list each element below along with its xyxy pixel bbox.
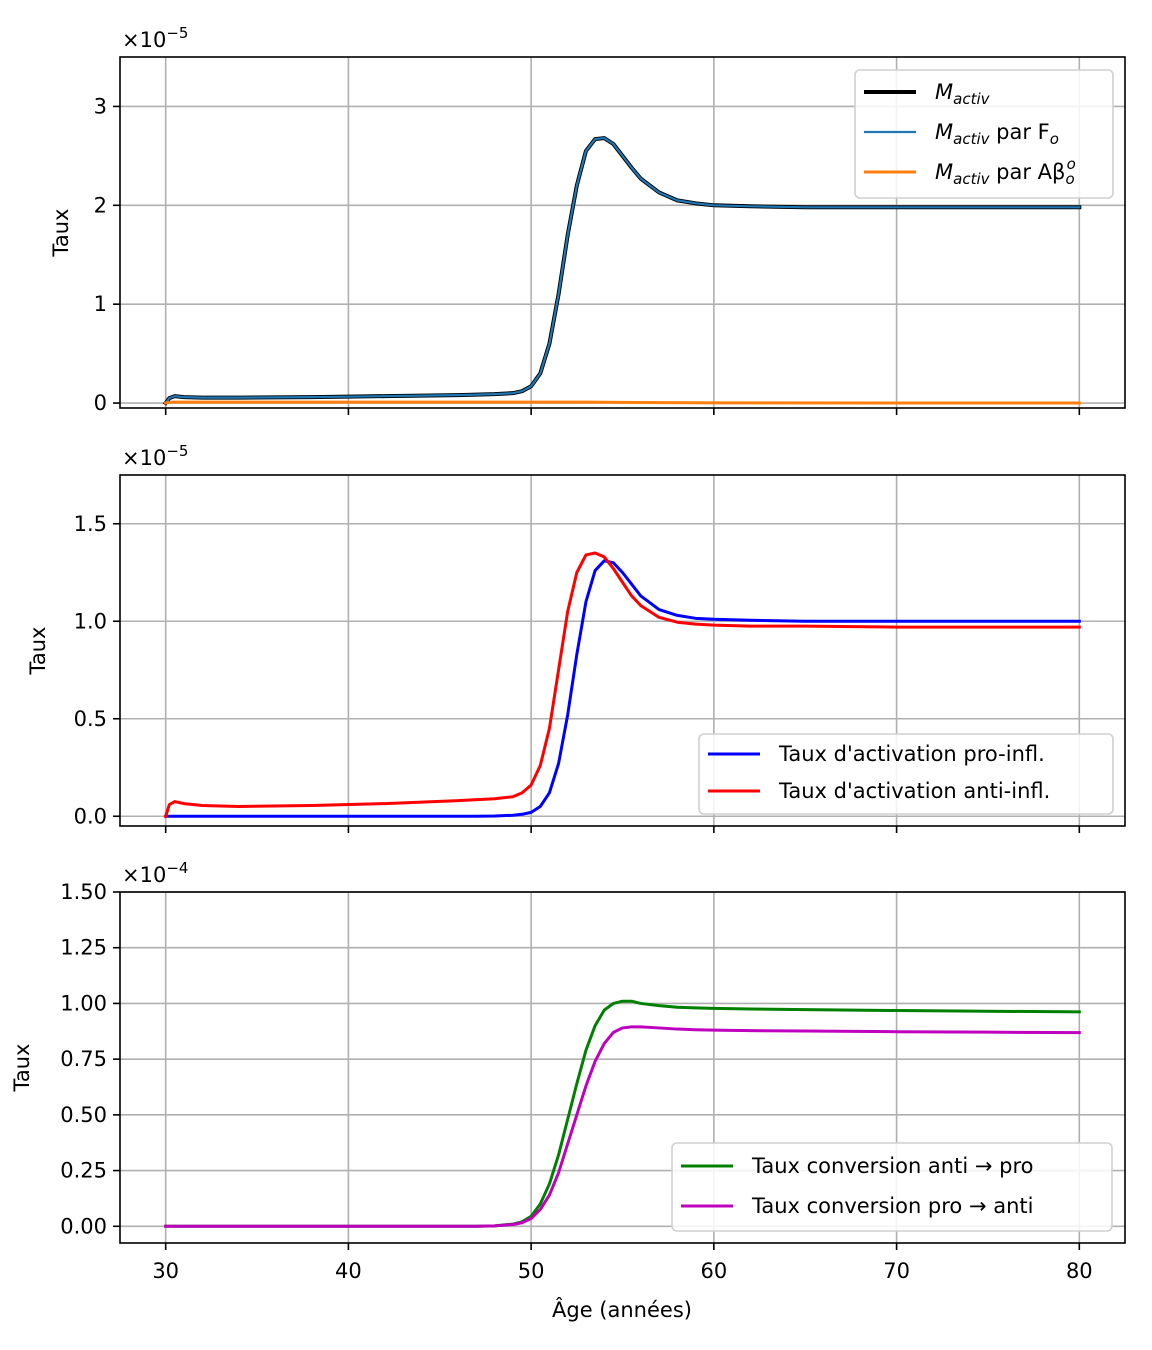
- y-tick-label: 0.0: [74, 804, 107, 828]
- series-group: [164, 999, 1081, 1228]
- y-offset-label: ×10−5: [122, 24, 188, 52]
- y-tick-label: 1.5: [74, 512, 107, 536]
- y-tick-label: 0: [94, 391, 107, 415]
- y-tick-label: 1: [94, 292, 107, 316]
- legend-label-1: Taux d'activation pro-infl.: [778, 742, 1045, 766]
- x-tick-label: 30: [152, 1259, 179, 1283]
- x-axis-label: Âge (années): [552, 1297, 692, 1322]
- y-axis-label: Taux: [49, 209, 73, 258]
- legend-box: [854, 69, 1114, 199]
- series-line-2: [164, 136, 1081, 405]
- y-tick-label: 0.5: [74, 707, 107, 731]
- x-tick-label: 80: [1066, 1259, 1093, 1283]
- y-tick-label: 0.00: [60, 1214, 107, 1238]
- y-tick-label: 0.25: [60, 1159, 107, 1183]
- panels: 0 1 2 3 ×10−5 Taux Mactiv Mactiv par Fo Mactiv p…: [10, 24, 1126, 1283]
- axes-frame: [119, 56, 1126, 409]
- x-tick-label: 70: [883, 1259, 910, 1283]
- axes-frame: [119, 891, 1126, 1244]
- legend-label-2: Taux d'activation anti-infl.: [778, 779, 1050, 803]
- legend-label-1: Taux conversion anti → pro: [751, 1154, 1033, 1178]
- y-tick-label: 3: [94, 94, 107, 118]
- y-tick-label: 1.0: [74, 609, 107, 633]
- series-group: [163, 551, 1081, 819]
- series-line-1: [164, 559, 1081, 818]
- y-tick-label: 0.50: [60, 1103, 107, 1127]
- y-tick-label: 1.00: [60, 991, 107, 1015]
- x-tick-label: 40: [335, 1259, 362, 1283]
- legend-label-1: Mactiv: [935, 80, 991, 108]
- series-group: [162, 136, 1082, 406]
- axes-frame: [119, 474, 1126, 827]
- chart-panel-3: 30 40 50 60 70 80 0.00 0.25 0.50 0.75 1.00 1.25 1.50…: [10, 859, 1126, 1283]
- chart-panel-2: 0.0 0.5 1.0 1.5 ×10−5 Taux Taux d'activation p…: [26, 442, 1126, 833]
- legend-label-2: Mactiv par Fo: [935, 120, 1059, 148]
- y-axis-label: Taux: [10, 1044, 34, 1093]
- x-tick-label: 50: [518, 1259, 545, 1283]
- series-line-2: [163, 551, 1081, 819]
- series-line-3: [163, 400, 1081, 405]
- x-tick-label: 60: [700, 1259, 727, 1283]
- y-tick-label: 1.25: [60, 936, 107, 960]
- legend-label-2: Taux conversion pro → anti: [751, 1194, 1033, 1218]
- y-tick-label: 1.50: [60, 880, 107, 904]
- legend-label-3: Mactiv par Aβoo: [935, 155, 1076, 188]
- legend-box: [671, 1142, 1113, 1232]
- y-offset-label: ×10−5: [122, 442, 188, 470]
- y-tick-label: 2: [94, 193, 107, 217]
- legend-box: [698, 733, 1114, 815]
- y-tick-label: 0.75: [60, 1047, 107, 1071]
- y-axis-label: Taux: [26, 627, 50, 676]
- series-line-2: [164, 1025, 1081, 1228]
- y-offset-label: ×10−4: [122, 859, 188, 887]
- chart-panel-1: 0 1 2 3 ×10−5 Taux Mactiv Mactiv par Fo Mactiv p…: [49, 24, 1126, 415]
